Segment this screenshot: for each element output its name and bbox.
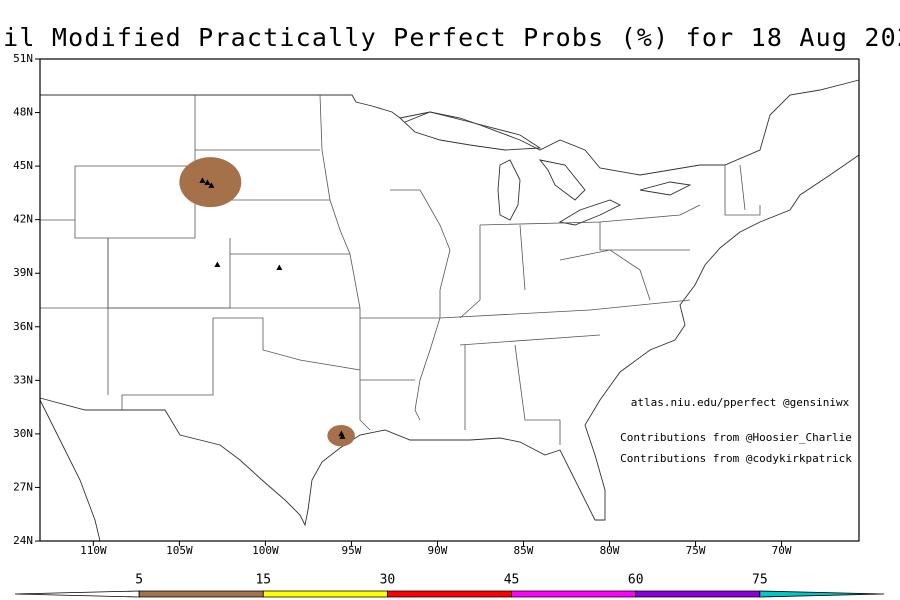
border xyxy=(40,79,860,176)
credit: Contributions from @Hoosier_Charlie xyxy=(620,431,852,444)
map-frame xyxy=(39,58,860,542)
lon-tick-label: 100W xyxy=(252,544,279,557)
lat-tick-label: 51N xyxy=(13,52,33,65)
colorbar-segment xyxy=(387,590,512,598)
lake xyxy=(497,159,521,221)
lat-tick-label: 39N xyxy=(13,266,33,279)
lon-tick-label: 105W xyxy=(166,544,193,557)
colorbar-segment xyxy=(14,590,140,598)
lake xyxy=(558,199,622,226)
colorbar-label: 5 xyxy=(135,573,143,588)
colorbar-label: 75 xyxy=(752,573,768,588)
state-line xyxy=(74,165,196,239)
coastline xyxy=(39,154,860,527)
state-line xyxy=(479,204,701,301)
map-title: Hail Modified Practically Perfect Probs … xyxy=(0,23,900,52)
lat-tick-label: 24N xyxy=(13,534,33,547)
lat-tick-label: 33N xyxy=(13,373,33,386)
lake xyxy=(538,159,586,201)
lon-tick-label: 90W xyxy=(428,544,448,557)
probability-area xyxy=(179,157,242,208)
lon-tick-label: 80W xyxy=(600,544,620,557)
lake xyxy=(639,181,692,196)
colorbar-label: 60 xyxy=(628,573,644,588)
state-line xyxy=(439,224,691,445)
hail-report xyxy=(199,177,206,183)
lon-tick-label: 70W xyxy=(772,544,792,557)
lat-tick-label: 48N xyxy=(13,106,33,119)
hail-reports xyxy=(199,177,346,439)
colorbar-segment xyxy=(759,590,885,598)
credit: atlas.niu.edu/pperfect @gensiniwx xyxy=(631,396,850,409)
colorbar-label: 45 xyxy=(504,573,520,588)
lat-tick-label: 45N xyxy=(13,159,33,172)
colorbar-segment xyxy=(138,590,264,598)
lon-tick-label: 85W xyxy=(514,544,534,557)
hail-report xyxy=(204,179,211,185)
colorbar-segment xyxy=(511,590,637,598)
lon-tick-label: 110W xyxy=(80,544,107,557)
colorbar-segment xyxy=(635,590,761,598)
state-line xyxy=(360,189,451,421)
colorbar-label: 15 xyxy=(255,573,271,588)
probability-areas xyxy=(179,157,355,447)
colorbar-label: 30 xyxy=(380,573,396,588)
hail-report xyxy=(339,433,346,439)
lake xyxy=(399,111,542,151)
colorbar-segment xyxy=(262,590,388,598)
coastline xyxy=(39,399,101,542)
lat-tick-label: 30N xyxy=(13,427,33,440)
lat-tick-label: 27N xyxy=(13,480,33,493)
state-line xyxy=(40,95,360,309)
state-line xyxy=(724,164,761,216)
axis-ticks: 24N 27N 30N 33N 36N 39N 42N 45N 48N 51N 110W 105W 10… xyxy=(13,52,792,557)
hail-report xyxy=(208,182,215,188)
hail-report xyxy=(276,264,283,271)
state-line xyxy=(121,317,371,431)
credit: Contributions from @codykirkpatrick xyxy=(620,452,852,465)
hail-report xyxy=(214,261,221,268)
state-line xyxy=(107,238,231,309)
colorbar: 5 15 30 45 60 75 xyxy=(14,573,885,598)
lon-tick-label: 75W xyxy=(686,544,706,557)
state-line xyxy=(107,94,361,395)
geography xyxy=(39,79,860,542)
lon-tick-label: 95W xyxy=(341,544,361,557)
lat-tick-label: 42N xyxy=(13,213,33,226)
lat-tick-label: 36N xyxy=(13,320,33,333)
